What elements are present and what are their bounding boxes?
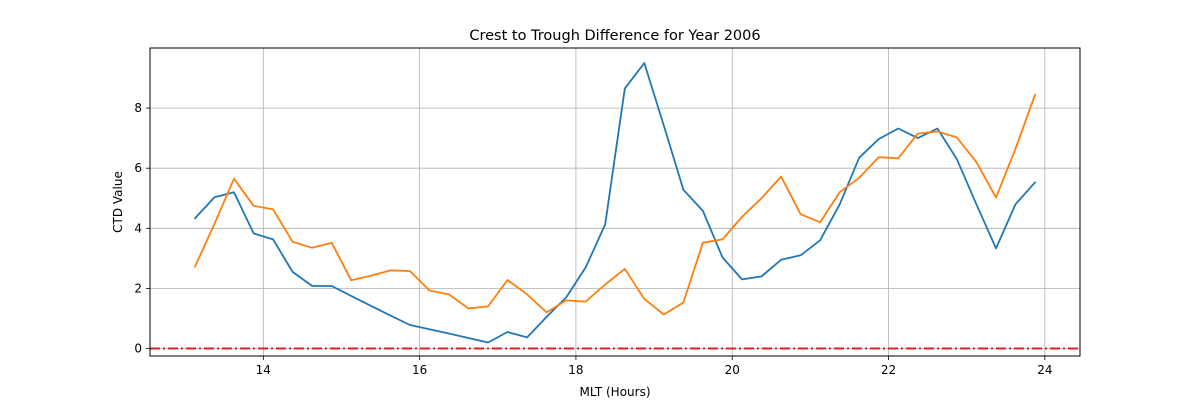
x-tick-label: 22 bbox=[881, 363, 896, 377]
series-line-2 bbox=[193, 93, 1036, 316]
y-tick-label: 2 bbox=[134, 281, 142, 295]
x-tick-label: 20 bbox=[725, 363, 740, 377]
x-axis-title: MLT (Hours) bbox=[579, 385, 650, 399]
x-tick-label: 16 bbox=[412, 363, 427, 377]
x-tick-label: 24 bbox=[1037, 363, 1052, 377]
y-tick-label: 4 bbox=[134, 221, 142, 235]
y-tick-label: 8 bbox=[134, 101, 142, 115]
y-tick-label: 0 bbox=[134, 341, 142, 355]
y-axis-title: CTD Value bbox=[111, 171, 125, 233]
series-group bbox=[193, 62, 1036, 344]
chart-title: Crest to Trough Difference for Year 2006 bbox=[469, 28, 760, 44]
y-tick-label: 6 bbox=[134, 161, 142, 175]
series-line-1 bbox=[193, 62, 1036, 344]
plot-frame bbox=[149, 47, 1081, 357]
x-tick-label: 18 bbox=[568, 363, 583, 377]
x-tick-label: 14 bbox=[256, 363, 271, 377]
